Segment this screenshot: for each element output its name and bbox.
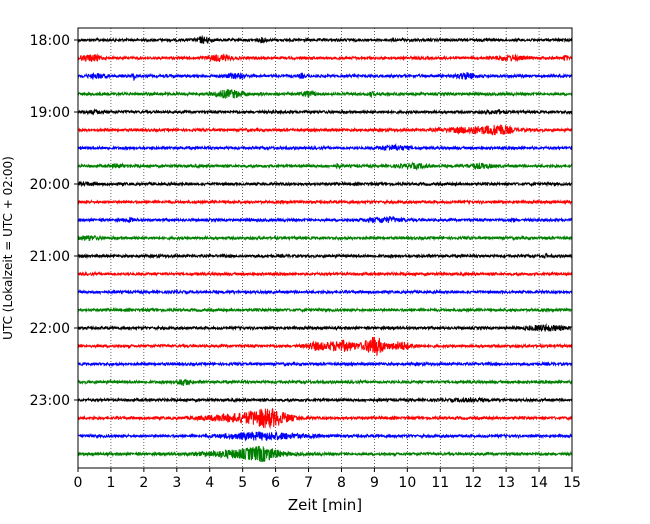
x-axis-label: Zeit [min] bbox=[288, 496, 362, 514]
x-tick-label-14: 14 bbox=[530, 475, 548, 491]
trace-1930 bbox=[77, 142, 573, 152]
x-tick-label-8: 8 bbox=[337, 475, 346, 491]
trace-2315 bbox=[77, 407, 573, 430]
trace-2345 bbox=[77, 445, 573, 463]
x-tick-label-7: 7 bbox=[304, 475, 313, 491]
y-tick-label-20:00: 20:00 bbox=[30, 177, 70, 193]
trace-1945 bbox=[77, 161, 573, 171]
x-tick-label-11: 11 bbox=[431, 475, 449, 491]
y-tick-label-19:00: 19:00 bbox=[30, 105, 70, 121]
plot-frame bbox=[77, 27, 573, 469]
y-tick-label-18:00: 18:00 bbox=[30, 33, 70, 49]
trace-2030 bbox=[77, 215, 573, 224]
seismic-traces bbox=[77, 34, 573, 463]
x-tick-label-12: 12 bbox=[464, 475, 482, 491]
minute-gridlines bbox=[110, 28, 540, 468]
x-tick-label-4: 4 bbox=[205, 475, 214, 491]
trace-2130 bbox=[77, 288, 573, 296]
x-tick-label-10: 10 bbox=[398, 475, 416, 491]
trace-2200 bbox=[77, 322, 573, 332]
x-tick-label-3: 3 bbox=[172, 475, 181, 491]
trace-2300 bbox=[77, 396, 573, 404]
trace-2045 bbox=[77, 234, 573, 242]
y-tick-label-22:00: 22:00 bbox=[30, 321, 70, 337]
trace-1815 bbox=[77, 53, 573, 63]
trace-2215 bbox=[77, 336, 573, 356]
x-tick-label-6: 6 bbox=[271, 475, 280, 491]
x-tick-label-1: 1 bbox=[106, 475, 115, 491]
trace-2145 bbox=[77, 306, 573, 314]
y-tick-label-21:00: 21:00 bbox=[30, 249, 70, 265]
trace-2115 bbox=[77, 270, 573, 278]
trace-1845 bbox=[77, 88, 573, 100]
x-tick-label-13: 13 bbox=[497, 475, 515, 491]
trace-1830 bbox=[77, 71, 573, 81]
y-tick-label-23:00: 23:00 bbox=[30, 393, 70, 409]
trace-2230 bbox=[77, 360, 573, 368]
x-tick-label-5: 5 bbox=[238, 475, 247, 491]
trace-2100 bbox=[77, 252, 573, 260]
trace-1800 bbox=[77, 34, 573, 45]
y-axis-ticks: 18:00 19:00 20:00 21:00 22:00 23:00 bbox=[30, 33, 78, 409]
trace-1915 bbox=[77, 124, 573, 136]
x-tick-label-15: 15 bbox=[563, 475, 581, 491]
x-tick-label-9: 9 bbox=[370, 475, 379, 491]
trace-1900 bbox=[77, 108, 573, 116]
x-axis-ticks: 0 1 2 3 4 5 6 7 8 9 10 11 12 13 14 15 bbox=[74, 468, 581, 491]
trace-2245 bbox=[77, 378, 573, 387]
x-tick-label-2: 2 bbox=[139, 475, 148, 491]
trace-2000 bbox=[77, 180, 573, 188]
y-axis-label: UTC (Lokalzeit = UTC + 02:00) bbox=[1, 156, 15, 340]
trace-2015 bbox=[77, 198, 573, 206]
trace-2330 bbox=[77, 430, 573, 442]
x-tick-label-0: 0 bbox=[74, 475, 83, 491]
